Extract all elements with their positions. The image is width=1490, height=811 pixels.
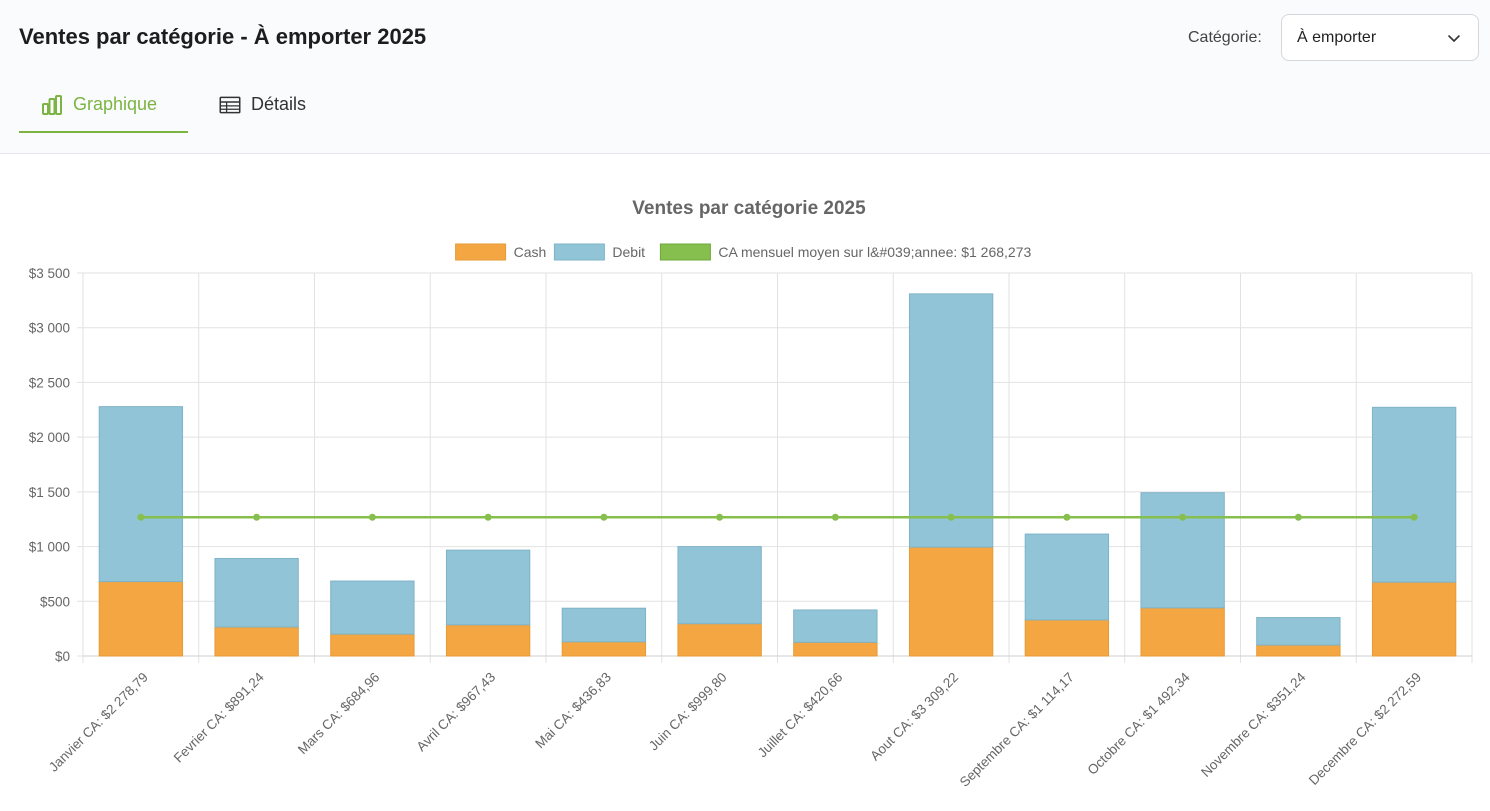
bar-debit: [98, 406, 184, 583]
x-tick-label: Avril CA: $967,43: [414, 670, 499, 755]
category-select[interactable]: À emporter: [1281, 14, 1479, 61]
chevron-down-icon: [1448, 35, 1460, 42]
x-tick-label: Novembre CA: $351,24: [1198, 669, 1309, 780]
sales-chart: Ventes par catégorie 2025 Cash Debit CA me…: [29, 198, 1473, 790]
x-tick-label: Fevrier CA: $891,24: [171, 669, 267, 765]
chart-title: Ventes par catégorie 2025: [632, 198, 866, 219]
bar-cash: [330, 633, 415, 657]
y-tick-label: $500: [40, 594, 70, 609]
average-point: [831, 513, 839, 521]
x-tick-label: Septembre CA: $1 114,17: [957, 670, 1077, 790]
average-point: [716, 513, 724, 521]
y-tick-label: $3 000: [29, 321, 70, 336]
bar-debit: [793, 609, 878, 643]
chart-bars: [98, 293, 1457, 657]
chart-legend: Cash Debit CA mensuel moyen sur l&#039;ann…: [455, 243, 1031, 261]
bar-debit: [214, 557, 299, 628]
y-tick-label: $2 000: [29, 430, 70, 445]
average-point: [947, 513, 955, 521]
legend-label: Debit: [612, 244, 645, 260]
y-axis: $0 $500 $1 000 $1 500 $2 000 $2 500 $3 000 $3 5…: [29, 266, 70, 664]
y-tick-label: $0: [55, 649, 70, 664]
bar-debit: [908, 293, 994, 548]
bar-cash: [1140, 607, 1225, 657]
bar-debit: [1256, 617, 1341, 646]
bar-debit: [330, 580, 415, 635]
table-icon: [219, 96, 241, 114]
bar-cash: [677, 623, 762, 657]
legend-label: CA mensuel moyen sur l&#039;annee: $1 26…: [718, 244, 1031, 260]
bar-debit: [445, 549, 531, 626]
tab-details[interactable]: Détails: [219, 85, 349, 133]
bar-cash: [793, 641, 878, 657]
bar-cash: [561, 641, 647, 657]
x-tick-label: Janvier CA: $2 278,79: [46, 670, 151, 775]
tab-graphique-label: Graphique: [73, 94, 158, 114]
average-point: [1179, 513, 1187, 521]
average-line: [137, 513, 1418, 521]
average-point: [253, 513, 261, 521]
chart-grid: [77, 272, 1473, 663]
bar-chart-icon: [42, 95, 62, 115]
y-tick-label: $1 000: [29, 540, 70, 555]
x-tick-label: Octobre CA: $1 492,34: [1084, 669, 1193, 778]
category-select-value: À emporter: [1297, 29, 1377, 46]
x-tick-label: Mars CA: $684,96: [295, 670, 383, 758]
bar-cash: [1024, 619, 1110, 657]
average-point: [1063, 513, 1071, 521]
legend-label: Cash: [514, 244, 547, 260]
y-tick-label: $2 500: [29, 375, 70, 390]
bar-cash: [214, 626, 299, 657]
average-point: [368, 513, 376, 521]
bar-cash: [98, 581, 184, 657]
page-title: Ventes par catégorie - À emporter 2025: [19, 24, 427, 49]
tab-details-label: Détails: [251, 94, 307, 114]
x-tick-label: Juin CA: $999,80: [646, 670, 730, 754]
bar-cash: [1371, 581, 1457, 657]
x-tick-label: Decembre CA: $2 272,59: [1306, 670, 1424, 788]
legend-swatch: [659, 243, 711, 261]
y-tick-label: $3 500: [29, 266, 70, 281]
page-header: Ventes par catégorie - À emporter 2025 C…: [0, 0, 1490, 154]
legend-swatch: [455, 243, 507, 261]
x-axis: Janvier CA: $2 278,79 Fevrier CA: $891,24…: [46, 669, 1424, 790]
average-point: [1294, 513, 1302, 521]
bar-cash: [1256, 644, 1341, 657]
average-point: [484, 513, 492, 521]
average-point: [600, 513, 608, 521]
category-label: Catégorie:: [1188, 29, 1262, 46]
x-tick-label: Juillet CA: $420,66: [755, 670, 846, 761]
legend-swatch: [553, 243, 605, 261]
bar-cash: [908, 546, 994, 657]
average-point: [1410, 513, 1418, 521]
average-point: [137, 513, 145, 521]
bar-debit: [1024, 533, 1110, 621]
bar-debit: [1140, 492, 1225, 609]
bar-debit: [561, 607, 647, 643]
tab-graphique[interactable]: Graphique: [19, 85, 188, 133]
bar-debit: [677, 546, 762, 625]
bar-debit: [1371, 406, 1457, 583]
y-tick-label: $1 500: [29, 485, 70, 500]
x-tick-label: Mai CA: $436,83: [532, 670, 614, 752]
bar-cash: [445, 624, 531, 657]
x-tick-label: Aout CA: $3 309,22: [867, 670, 961, 764]
